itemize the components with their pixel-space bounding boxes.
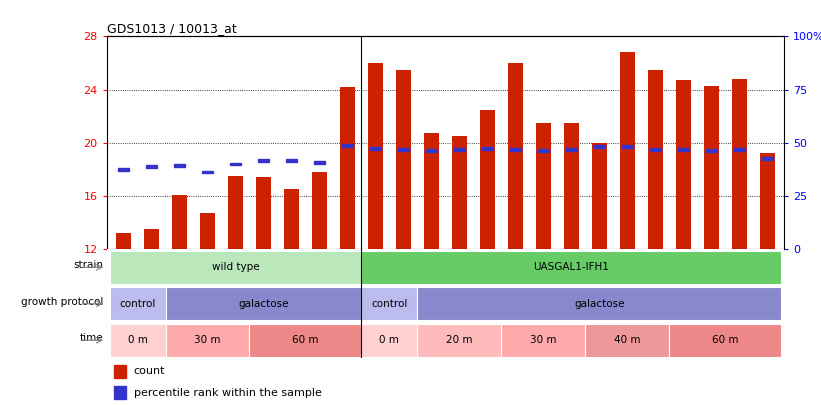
Bar [287,159,296,162]
Text: galactose: galactose [238,299,289,309]
Text: 0 m: 0 m [379,335,399,345]
Bar [109,287,166,320]
Bar [109,251,361,284]
Bar [424,134,439,249]
Bar [535,123,551,249]
Bar [166,287,361,320]
Bar [732,79,747,249]
Bar [144,229,159,249]
Bar [676,80,691,249]
Bar [227,176,243,249]
Bar [452,136,467,249]
Bar [648,70,663,249]
Text: UASGAL1-IFH1: UASGAL1-IFH1 [534,262,609,272]
Bar [396,70,411,249]
Bar [650,148,661,151]
Bar [678,148,689,151]
Bar [454,148,465,151]
Bar [368,63,383,249]
Text: wild type: wild type [212,262,259,272]
Bar [564,123,579,249]
Bar [166,324,250,357]
Text: GDS1013 / 10013_at: GDS1013 / 10013_at [107,22,236,35]
Bar [250,324,361,357]
Bar [479,109,495,249]
Bar [592,143,607,249]
Bar [669,324,782,357]
Bar [620,52,635,249]
Bar [585,324,669,357]
Text: 40 m: 40 m [614,335,640,345]
Bar [417,287,782,320]
Text: growth protocol: growth protocol [21,297,103,307]
Text: 20 m: 20 m [446,335,473,345]
Bar [510,148,521,151]
Bar [113,365,126,378]
Bar [759,153,775,249]
Bar [258,159,268,162]
Bar [174,164,185,167]
Bar [314,161,325,164]
Text: 30 m: 30 m [195,335,221,345]
Bar [342,144,353,147]
Bar [502,324,585,357]
Text: control: control [119,299,156,309]
Text: control: control [371,299,407,309]
Bar [622,145,633,148]
Bar [284,189,299,249]
Bar [594,145,604,148]
Bar [312,172,327,249]
Bar [256,177,271,249]
Bar [482,147,493,149]
Bar [118,168,129,171]
Bar [113,386,126,399]
Text: time: time [80,333,103,343]
Bar [370,147,381,149]
Bar [426,149,437,152]
Text: 30 m: 30 m [530,335,557,345]
Text: percentile rank within the sample: percentile rank within the sample [134,388,322,398]
Bar [398,148,409,151]
Bar [417,324,502,357]
Bar [340,87,355,249]
Bar [172,194,187,249]
Bar [538,149,548,152]
Bar [202,171,213,173]
Bar [200,213,215,249]
Bar [230,162,241,166]
Bar [704,85,719,249]
Text: 60 m: 60 m [712,335,739,345]
Text: strain: strain [73,260,103,271]
Bar [361,324,417,357]
Bar [361,251,782,284]
Text: count: count [134,367,165,377]
Text: 60 m: 60 m [292,335,319,345]
Bar [762,157,773,160]
Bar [116,233,131,249]
Text: galactose: galactose [574,299,625,309]
Bar [706,149,717,152]
Text: 0 m: 0 m [127,335,148,345]
Bar [734,148,745,151]
Bar [507,63,523,249]
Bar [109,324,166,357]
Bar [361,287,417,320]
Bar [146,165,157,168]
Bar [566,148,576,151]
